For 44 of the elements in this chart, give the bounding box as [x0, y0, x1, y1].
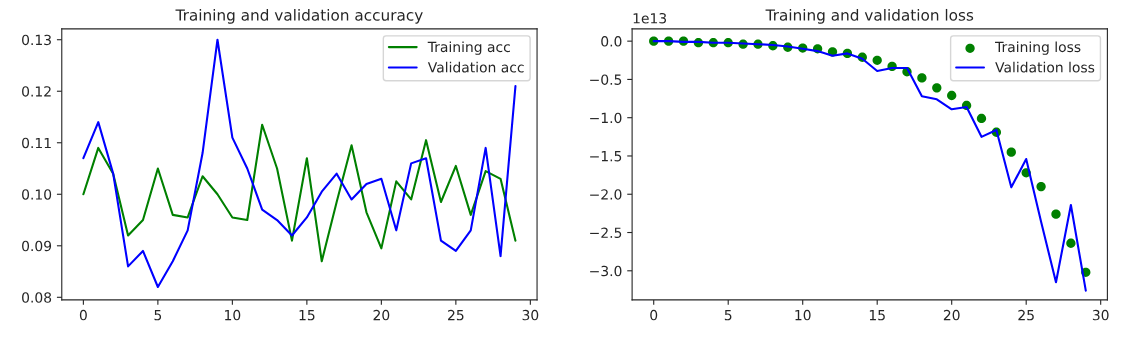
- y-tick-label: −1.5: [590, 151, 622, 162]
- x-tick-label: 25: [1018, 309, 1034, 321]
- legend-label: Validation acc: [427, 61, 524, 73]
- x-tick-label: 10: [225, 309, 241, 321]
- x-tick-label: 20: [943, 309, 960, 321]
- y-tick-label: 0.11: [22, 137, 51, 149]
- point: [872, 55, 882, 65]
- x-tick-label: 15: [869, 310, 885, 321]
- line-series: [82, 123, 517, 263]
- point: [947, 90, 957, 101]
- y-tick-label: 0.10: [22, 189, 52, 200]
- legend-label: Training loss: [995, 41, 1081, 55]
- y-tick-label: 0.09: [22, 240, 52, 252]
- x-tick-label: 30: [1092, 309, 1109, 321]
- x-tick-label: 30: [522, 309, 539, 321]
- y-tick-label: 0.13: [22, 34, 51, 46]
- chart-title: Training and validation accuracy: [175, 8, 423, 24]
- x-tick-label: 5: [154, 310, 162, 321]
- y-tick-label: −2.0: [590, 189, 622, 200]
- x-tick-label: 5: [724, 310, 732, 321]
- text: 1e13: [633, 12, 667, 24]
- chart-title: Training and validation loss: [765, 8, 974, 24]
- point: [1051, 209, 1061, 219]
- y-tick-label: −2.5: [590, 227, 622, 238]
- legend-label: Training acc: [427, 41, 510, 55]
- y-tick-label: −3.0: [590, 265, 622, 277]
- point: [1006, 147, 1016, 157]
- y-tick-label: −0.5: [590, 74, 622, 85]
- point: [1036, 181, 1046, 192]
- y-tick-label: −1.0: [590, 112, 622, 124]
- point: [917, 73, 927, 83]
- y-tick-label: 0.0: [601, 36, 622, 47]
- y-tick-label: 0.12: [22, 86, 51, 97]
- x-tick-label: 0: [79, 309, 87, 321]
- legend-label: Validation loss: [995, 61, 1095, 73]
- x-tick-label: 20: [373, 309, 390, 321]
- x-tick-label: 25: [448, 309, 464, 321]
- x-tick-label: 0: [650, 309, 658, 321]
- point: [932, 83, 942, 93]
- y-tick-label: 0.08: [22, 292, 52, 303]
- point: [1066, 238, 1076, 248]
- x-tick-label: 10: [795, 309, 811, 321]
- x-tick-label: 15: [299, 310, 315, 321]
- point: [976, 113, 987, 124]
